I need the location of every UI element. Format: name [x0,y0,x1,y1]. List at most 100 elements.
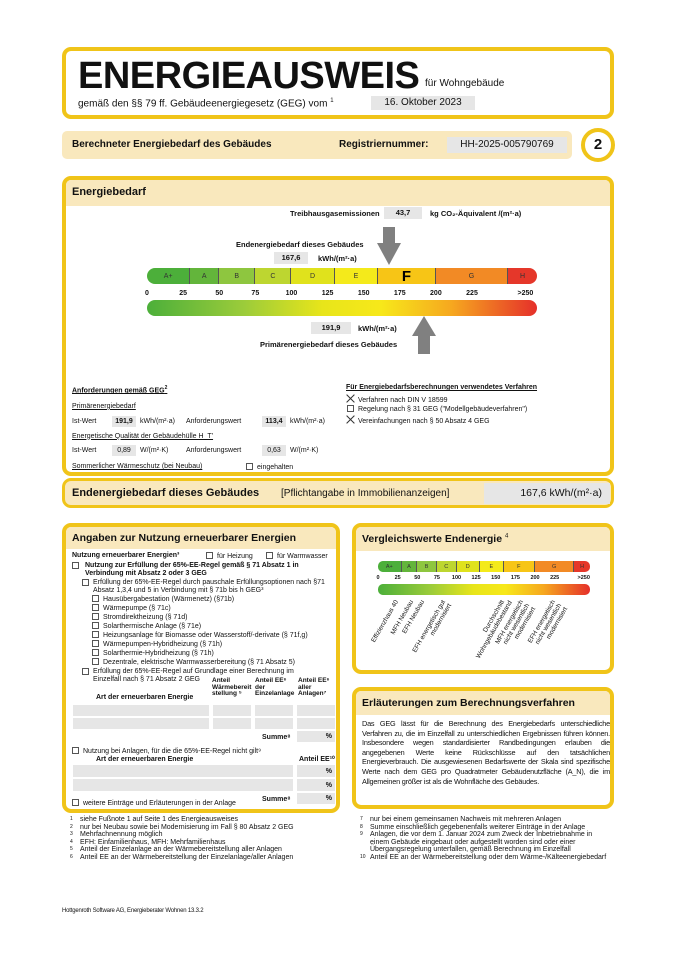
class-G: G [435,268,509,284]
procedure: Für Energiebedarfsberechnungen verwendet… [346,384,606,426]
tick-label: >250 [517,290,534,297]
input-e-1[interactable] [255,705,293,717]
end-row-value: 167,6 kWh/(m²·a) [484,483,610,504]
rule-checkbox[interactable]: Nutzung zur Erfüllung der 65%-EE-Regel g… [72,562,334,578]
class-E: E [334,268,379,284]
tick-label: 75 [433,575,440,581]
input-other-1[interactable] [73,765,293,778]
other-checkbox[interactable]: Nutzung bei Anlagen, für die die 65%-EE-… [72,747,261,757]
unit: kWh/(m²·a) [140,417,175,425]
ist-label: Ist-Wert [72,417,97,425]
end-unit: kWh/(m²·a) [318,254,357,263]
footnotes-left: 1 siehe Fußnote 1 auf Seite 1 des Energie… [70,816,345,861]
footnotes-right: 7 nur bei einem gemeinsamen Nachweis mit … [360,816,610,861]
requirements: Anforderungen gemäß GEG2 Primärenergiebe… [72,384,342,472]
flat-checkbox[interactable]: Erfüllung der 65%-EE-Regel durch pauscha… [72,579,334,595]
prim-value: 191,9 [311,322,351,334]
section-title: Vergleichswerte Endenergie 4 [362,533,509,545]
section-title: Angaben zur Nutzung erneuerbarer Energie… [72,532,297,544]
end-row-note: [Pflichtangabe in Immobilienanzeigen] [281,488,450,499]
class-A: A [190,268,220,284]
anf-label: Anforderungswert [186,417,242,425]
option-checkbox[interactable]: Solarthermie-Hybridheizung (§ 71h) [92,649,334,658]
class-D: D [291,268,335,284]
pct-other-2[interactable]: % [297,779,335,792]
input-a-2[interactable] [297,718,335,730]
renewable-content: Nutzung erneuerbarer Energien³ für Heizu… [72,552,334,684]
energy-class-scale: A+ A B C D E F G H [147,268,537,284]
class-C: C [255,268,292,284]
proc-2[interactable]: Regelung nach § 31 GEG ("Modellgebäudeve… [346,405,606,415]
input-other-2[interactable] [73,779,293,792]
thg-label: Treibhausgasemissionen [290,209,380,218]
checked-x-icon [346,394,355,403]
explain-box: Erläuterungen zum Berechnungsverfahren D… [352,687,614,809]
proc-title: Für Energiebedarfsberechnungen verwendet… [346,384,538,391]
unit: W/(m²·K) [140,447,169,455]
unit: kWh/(m²·a) [290,417,325,425]
section-title: Erläuterungen zum Berechnungsverfahren [362,697,575,709]
compare-class-scale: A+ A B C D E F G H [378,561,590,572]
tick-label: 125 [471,575,481,581]
hull-row: Ist-Wert 0,89 W/(m²·K) Anforderungswert … [72,445,342,457]
hull-title: Energetische Qualität der Gebäudehülle H… [72,432,214,440]
law-text: gemäß den §§ 79 ff. Gebäudeenergiegesetz… [78,98,334,110]
section-header: Vergleichswerte Endenergie 4 [356,527,610,551]
summe-2[interactable]: % [297,793,335,805]
option-checkbox[interactable]: Wärmepumpe (§ 71c) [92,604,334,613]
input-w-2[interactable] [213,718,251,730]
summe-1[interactable]: % [297,731,335,743]
footnote: 1 siehe Fußnote 1 auf Seite 1 des Energie… [70,816,238,823]
option-checkbox[interactable]: Stromdirektheizung (§ 71d) [92,613,334,622]
footnote: 3 Mehrfachnennung möglich [70,831,163,838]
section-bar: Berechneter Energiebedarf des Gebäudes R… [62,131,572,159]
tick-label: 175 [393,290,406,297]
class-B: B [219,268,256,284]
footnote: 6 Anteil EE an der Wärmebereitstellung de… [70,853,294,861]
col-art-2: Art der erneuerbaren Energie [96,756,194,763]
col-a: Anteil EE⁶ aller Anlagen⁷ [298,677,330,697]
input-art-2[interactable] [73,718,209,730]
summer-row: Sommerlicher Wärmeschutz (bei Neubau) ei… [72,463,342,472]
water-checkbox[interactable]: für Warmwasser [266,552,328,561]
thg-unit: kg CO₂-Äquivalent /(m²·a) [430,209,522,218]
page-title: ENERGIEAUSWEIS [78,55,420,97]
tick-label: 200 [530,575,540,581]
option-checkbox[interactable]: Heizungsanlage für Biomasse oder Wassers… [92,631,334,640]
proc-1[interactable]: Verfahren nach DIN V 18599 [346,394,606,406]
col-art: Art der erneuerbaren Energie [96,694,194,701]
more-checkbox[interactable]: weitere Einträge und Erläuterungen in de… [72,799,236,809]
input-w-1[interactable] [213,705,251,717]
prim-row: Ist-Wert 191,9 kWh/(m²·a) Anforderungswe… [72,415,342,428]
option-checkbox[interactable]: Dezentrale, elektrische Warmwasserbereit… [92,658,334,667]
summe-label: Summe⁸ [262,734,291,741]
heat-checkbox[interactable]: für Heizung [206,552,253,561]
section-header: Angaben zur Nutzung erneuerbarer Energie… [66,527,336,549]
class-F: F [378,268,436,284]
summe-label-2: Summe⁸ [262,796,291,803]
tick-label: 75 [251,290,260,297]
col-w: Anteil Wärmebereitstellung ⁵ [212,677,252,697]
req-title: Anforderungen gemäß GEG2 [72,385,168,395]
footnote: 4 EFH: Einfamilienhaus, MFH: Mehrfamilien… [70,838,226,846]
col-e: Anteil EE⁶ der Einzelanlage [255,677,295,697]
summer-checkbox[interactable]: eingehalten [246,463,293,472]
option-checkbox[interactable]: Hausübergabestation (Wärmenetz) (§71b) [92,595,334,604]
input-art-1[interactable] [73,705,209,717]
tick-label: 100 [285,290,298,297]
pct-other-1[interactable]: % [297,765,335,778]
end-value: 167,6 [274,252,308,264]
footnote: 10 Anteil EE an der Wärmebereitstellung o… [360,853,607,861]
tick-label: 175 [510,575,520,581]
tick-label: 125 [321,290,334,297]
calc-checkbox[interactable]: Erfüllung der 65%-EE-Regel auf Grundlage… [72,668,312,684]
option-checkbox[interactable]: Solarthermische Anlage (§ 71e) [92,622,334,631]
proc-3[interactable]: Vereinfachungen nach § 50 Absatz 4 GEG [346,415,606,427]
option-checkbox[interactable]: Wärmepumpen-Hybridheizung (§ 71h) [92,640,334,649]
input-e-2[interactable] [255,718,293,730]
section-title: Energiebedarf [72,186,146,198]
summer-label: Sommerlicher Wärmeschutz (bei Neubau) [72,463,203,471]
endenergie-row: Endenergiebedarf dieses Gebäudes [Pflich… [62,478,614,508]
input-a-1[interactable] [297,705,335,717]
end-label: Endenergiebedarf dieses Gebäudes [236,240,364,249]
